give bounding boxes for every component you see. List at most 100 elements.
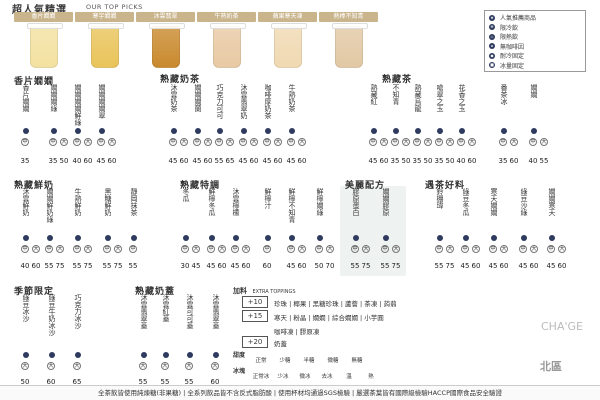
topping-price-box: +10 (242, 296, 268, 308)
size-label: 中 (128, 245, 138, 254)
size-circle-icon: 中 (21, 138, 29, 146)
menu-item-badge (289, 235, 295, 241)
size-circle-icon: 大 (250, 138, 258, 146)
size-label: 大 (539, 138, 549, 147)
legend-item: ♨ 限熱飲 (489, 32, 581, 42)
menu-item-badge (289, 128, 295, 134)
menu-item-badge (99, 128, 105, 134)
menu-item-price: 60 (31, 262, 41, 270)
size-circle-icon: 大 (84, 138, 92, 146)
section-heading-special: 熟藏特調 (180, 181, 221, 191)
menu-item-price: 55 (128, 262, 138, 270)
size-label: 大 (249, 138, 259, 147)
size-circle-icon: 大 (472, 245, 480, 253)
size-label: 中 (102, 245, 112, 254)
menu-item-price: 75 (361, 262, 371, 270)
size-circle-icon: 中 (73, 245, 81, 253)
size-label: 中 (20, 245, 30, 254)
fixed-icon: ◆ (489, 52, 495, 59)
size-label: 大 (325, 245, 335, 254)
legend-item: ⌀ 無咖啡因 (489, 42, 581, 52)
menu-item-price: 40 (456, 157, 466, 165)
menu-item-name: 沐雲檸檬 (232, 188, 240, 216)
size-label: 大 (184, 362, 194, 371)
menu-item-name: 嫺嫺嫺嫺翠 (98, 84, 106, 119)
menu-item-badge (265, 128, 271, 134)
size-label: 中 (44, 245, 54, 254)
size-circle-icon: 中 (519, 245, 527, 253)
size-label: 中 (214, 138, 224, 147)
topping-price-box: +20 (242, 336, 268, 348)
menu-item-badge (217, 128, 223, 134)
size-label: 大 (107, 138, 117, 147)
menu-item-price: 45 (206, 262, 216, 270)
size-circle-icon: 中 (129, 245, 137, 253)
size-label: 中 (380, 245, 390, 254)
size-circle-icon: 中 (529, 138, 537, 146)
legend-label: 冰量固定 (500, 62, 525, 70)
size-label: 大 (557, 245, 567, 254)
menu-item-price: 60 (297, 157, 307, 165)
menu-item-name: 嫺嫺鮮奶綠 (46, 188, 54, 223)
menu-item-badge (317, 235, 323, 241)
menu-item-price: 55 (184, 378, 194, 386)
menu-item-price: 60 (203, 157, 213, 165)
menu-item-price: 60 (83, 157, 93, 165)
size-circle-icon: 大 (530, 245, 538, 253)
menu-item-name: 熟藏烏龍 (414, 84, 422, 112)
menu-item-name: 膠原蛋白 (352, 188, 360, 216)
menu-item-price: 60 (249, 157, 259, 165)
size-label: 大 (83, 245, 93, 254)
size-label: 大 (297, 138, 307, 147)
menu-item-price: 40 (528, 157, 538, 165)
menu-item-badge (521, 235, 527, 241)
size-label: 中 (180, 245, 190, 254)
menu-item-price: 55 (44, 262, 54, 270)
size-circle-icon: 大 (362, 245, 370, 253)
size-circle-icon: 中 (489, 245, 497, 253)
menu-item-name: 花香之玉 (458, 84, 466, 112)
ice-icon: ■ (489, 62, 495, 69)
menu-item-price: 65 (72, 378, 82, 386)
size-circle-icon: 大 (274, 138, 282, 146)
size-label: 中 (460, 245, 470, 254)
menu-item-price: 60 (210, 378, 220, 386)
top-pick-card: 蘋果寒天凍 (258, 12, 317, 72)
ice-option: 去冰 (321, 374, 333, 380)
menu-item-price: 60 (241, 262, 251, 270)
size-label: 大 (138, 362, 148, 371)
section-heading-fresh-milk: 熟藏鮮奶 (14, 181, 55, 191)
menu-item-price: 50 (20, 378, 30, 386)
size-label: 大 (191, 245, 201, 254)
menu-item-name: 不知青 (392, 84, 400, 105)
size-label: 中 (230, 245, 240, 254)
menu-item-price: 45 (192, 157, 202, 165)
size-circle-icon: 大 (510, 138, 518, 146)
menu-item-price: 45 (168, 157, 178, 165)
menu-item-price: 35 (390, 157, 400, 165)
menu-item-name: 綠豆沙綠 (520, 188, 528, 216)
menu-item-price: 60 (262, 262, 272, 270)
size-circle-icon: 大 (161, 362, 169, 370)
menu-item-badge (233, 235, 239, 241)
size-circle-icon: 大 (500, 245, 508, 253)
size-label: 大 (46, 362, 56, 371)
ice-option: 微冰 (299, 374, 311, 380)
size-label: 中 (434, 245, 444, 254)
toppings-title: 加料 (233, 287, 247, 295)
menu-item-badge (501, 128, 507, 134)
size-label: 中 (456, 138, 466, 147)
menu-item-price: 45 (518, 262, 528, 270)
size-circle-icon: 中 (315, 245, 323, 253)
menu-item-price: 35 (434, 157, 444, 165)
size-circle-icon: 中 (499, 138, 507, 146)
menu-item-price: 45 (191, 262, 201, 270)
size-label: 中 (314, 245, 324, 254)
size-label: 中 (168, 138, 178, 147)
size-circle-icon: 中 (73, 138, 81, 146)
size-label: 中 (48, 138, 58, 147)
size-circle-icon: 中 (193, 138, 201, 146)
menu-item-name: 鮮檸汁 (264, 188, 272, 209)
size-label: 大 (379, 138, 389, 147)
menu-item-name: 嫺嫺 (530, 84, 538, 98)
